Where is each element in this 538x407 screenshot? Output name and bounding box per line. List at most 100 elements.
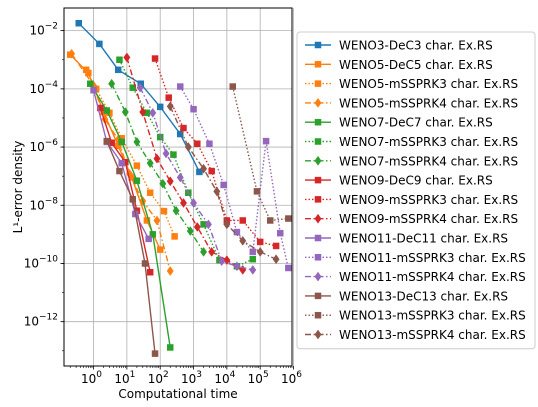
legend-item: WENO7-mSSPRK4 char. Ex.RS bbox=[305, 154, 518, 168]
data-point bbox=[133, 162, 141, 169]
data-point bbox=[149, 231, 157, 238]
data-point bbox=[262, 137, 270, 145]
data-point bbox=[146, 158, 154, 169]
series-8 bbox=[97, 104, 154, 276]
data-point bbox=[133, 137, 141, 147]
legend-item: WENO11-mSSPRK3 char. Ex.RS bbox=[305, 251, 526, 265]
data-point bbox=[206, 140, 213, 147]
data-point bbox=[184, 142, 192, 152]
data-point bbox=[68, 48, 76, 59]
data-point bbox=[200, 246, 208, 257]
x-tick-label: 102 bbox=[148, 370, 169, 386]
data-point bbox=[204, 219, 212, 230]
data-point bbox=[96, 40, 103, 48]
data-point bbox=[277, 229, 284, 237]
data-point bbox=[160, 207, 168, 215]
legend-label: WENO7-DeC7 char. Ex.RS bbox=[339, 116, 493, 130]
y-axis-label: L¹-error density bbox=[11, 141, 25, 234]
data-point bbox=[87, 80, 94, 87]
data-point bbox=[194, 140, 201, 147]
x-tick-label: 101 bbox=[114, 370, 135, 386]
legend-marker bbox=[314, 329, 322, 340]
data-point bbox=[190, 198, 198, 208]
data-point bbox=[166, 101, 174, 112]
legend-label: WENO11-DeC11 char. Ex.RS bbox=[339, 232, 508, 246]
series-line bbox=[179, 86, 290, 269]
legend-marker bbox=[314, 118, 322, 126]
data-point bbox=[166, 344, 174, 351]
data-point bbox=[176, 172, 184, 183]
data-point bbox=[186, 226, 194, 236]
x-tick-label: 103 bbox=[181, 370, 202, 386]
data-point bbox=[239, 217, 247, 224]
x-tick-label: 105 bbox=[248, 370, 269, 386]
legend-marker bbox=[314, 176, 322, 184]
data-point bbox=[179, 198, 188, 208]
legend-label: WENO9-mSSPRK4 char. Ex.RS bbox=[339, 212, 518, 226]
legend-label: WENO7-mSSPRK4 char. Ex.RS bbox=[339, 154, 518, 168]
legend-marker bbox=[314, 41, 322, 49]
legend: WENO3-DeC3 char. Ex.RS WENO5-DeC5 char. E… bbox=[296, 31, 536, 350]
data-point bbox=[129, 84, 136, 91]
legend-marker bbox=[314, 80, 322, 87]
legend-label: WENO5-DeC5 char. Ex.RS bbox=[339, 58, 493, 72]
series-14 bbox=[103, 137, 159, 357]
series-line bbox=[89, 83, 171, 348]
data-point bbox=[156, 246, 164, 253]
legend-marker bbox=[314, 271, 322, 282]
data-point bbox=[114, 66, 122, 74]
legend-label: WENO5-mSSPRK3 char. Ex.RS bbox=[339, 77, 518, 91]
series-line bbox=[126, 57, 244, 271]
legend-item: WENO11-mSSPRK4 char. Ex.RS bbox=[305, 270, 526, 284]
series-16 bbox=[166, 101, 280, 265]
legend-item: WENO5-DeC5 char. Ex.RS bbox=[305, 58, 493, 72]
series-5 bbox=[87, 80, 174, 351]
y-axis-ticks: 10−12 10−10 10−8 10−6 10−4 10−2 bbox=[24, 22, 64, 352]
data-point bbox=[272, 242, 280, 250]
series-line bbox=[169, 106, 277, 260]
legend-label: WENO13-DeC13 char. Ex.RS bbox=[339, 289, 508, 303]
data-point bbox=[239, 264, 247, 275]
data-point bbox=[193, 222, 201, 232]
legend-label: WENO13-mSSPRK3 char. Ex.RS bbox=[339, 309, 526, 323]
x-tick-label: 104 bbox=[214, 370, 235, 386]
series-13 bbox=[136, 82, 257, 275]
data-point bbox=[145, 235, 152, 243]
data-point bbox=[156, 103, 164, 111]
data-point bbox=[171, 233, 178, 240]
legend-label: WENO11-mSSPRK3 char. Ex.RS bbox=[339, 251, 526, 265]
y-tick-label: 10−12 bbox=[24, 313, 58, 329]
series-line bbox=[99, 107, 151, 273]
data-point bbox=[103, 107, 111, 114]
data-point bbox=[208, 246, 216, 257]
series-15 bbox=[229, 83, 292, 224]
legend-item: WENO7-DeC7 char. Ex.RS bbox=[305, 116, 493, 130]
data-point bbox=[190, 105, 197, 113]
legend-item: WENO3-DeC3 char. Ex.RS bbox=[305, 39, 493, 53]
data-point bbox=[266, 217, 274, 224]
data-point bbox=[166, 176, 174, 187]
grid-lines bbox=[64, 8, 294, 366]
data-point bbox=[213, 186, 221, 197]
legend-label: WENO3-DeC3 char. Ex.RS bbox=[339, 39, 493, 53]
data-point bbox=[170, 151, 177, 158]
data-point bbox=[272, 254, 280, 265]
data-point bbox=[153, 153, 161, 164]
data-point bbox=[153, 215, 161, 226]
y-tick-label: 10−6 bbox=[29, 138, 58, 154]
legend-item: WENO7-mSSPRK3 char. Ex.RS bbox=[305, 135, 518, 149]
legend-item: WENO9-mSSPRK3 char. Ex.RS bbox=[305, 193, 518, 207]
data-point bbox=[229, 83, 236, 90]
data-point bbox=[256, 238, 264, 246]
legend-item: WENO9-mSSPRK4 char. Ex.RS bbox=[305, 212, 518, 226]
data-point bbox=[239, 235, 247, 246]
legend-item: WENO5-mSSPRK4 char. Ex.RS bbox=[305, 96, 518, 110]
data-point bbox=[146, 268, 154, 276]
data-point bbox=[285, 264, 292, 272]
data-point bbox=[123, 52, 131, 63]
data-point bbox=[151, 55, 159, 62]
legend-marker bbox=[314, 61, 322, 68]
legend-label: WENO9-mSSPRK3 char. Ex.RS bbox=[339, 193, 518, 207]
legend-label: WENO9-DeC9 char. Ex.RS bbox=[339, 174, 493, 188]
series-line bbox=[71, 53, 171, 272]
